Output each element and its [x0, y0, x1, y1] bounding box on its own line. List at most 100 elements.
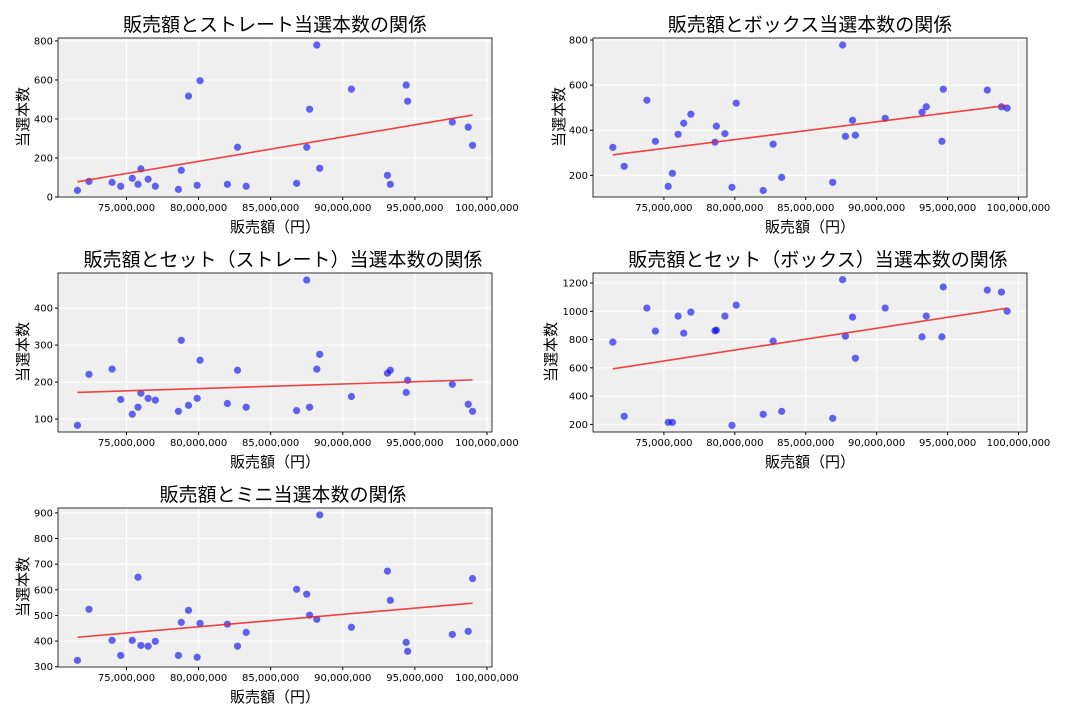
data-point [144, 642, 152, 650]
data-point [668, 418, 677, 426]
data-point [464, 400, 472, 408]
data-point [778, 407, 786, 415]
data-point [117, 182, 125, 190]
data-point [196, 356, 204, 364]
data-point [293, 179, 301, 187]
data-point [839, 276, 847, 284]
data-point [1003, 307, 1011, 315]
data-point [983, 86, 991, 94]
data-point [997, 288, 1006, 296]
x-axis-label: 販売額（円） [230, 453, 320, 471]
data-point [151, 637, 159, 645]
data-point [712, 326, 720, 334]
data-point [674, 130, 682, 138]
trend-line [612, 104, 1008, 156]
data-point [108, 178, 116, 186]
data-point [174, 407, 182, 415]
axes-frame [57, 507, 493, 668]
data-point [769, 140, 777, 148]
data-point [242, 628, 250, 636]
data-point [128, 410, 136, 418]
plot-area [58, 273, 492, 432]
data-point [664, 182, 672, 190]
chart-straight: 75,000,000 80,000,000 85,000,000 90,000,000… [14, 14, 519, 236]
data-point [464, 627, 472, 635]
data-point [128, 636, 136, 644]
data-point [448, 380, 456, 388]
data-point [193, 653, 201, 661]
x-tick-label: 75,000,000 [635, 203, 692, 214]
data-point [242, 182, 250, 190]
data-point [609, 338, 617, 346]
data-point [668, 169, 677, 177]
x-tick-label: 100,000,000 [455, 438, 519, 449]
data-point [620, 412, 628, 420]
data-point [313, 365, 321, 373]
plot-area [593, 273, 1027, 432]
data-point [306, 105, 314, 113]
data-point [85, 370, 93, 378]
data-point [468, 407, 477, 415]
data-point [306, 403, 314, 411]
data-point [151, 396, 159, 404]
axes-frame [592, 272, 1028, 433]
data-point [144, 394, 152, 402]
data-point [609, 143, 617, 151]
x-tick-label: 100,000,000 [987, 438, 1051, 449]
x-tick-label: 95,000,000 [386, 203, 443, 214]
y-tick-label: 800 [34, 534, 53, 545]
data-point [347, 623, 356, 631]
data-point [117, 395, 125, 404]
y-axis-label: 当選本数 [542, 322, 560, 382]
data-point [137, 641, 145, 650]
y-tick-label: 200 [569, 171, 588, 182]
y-axis-label: 当選本数 [14, 87, 32, 147]
y-tick-label: 400 [569, 392, 588, 403]
y-tick-label: 400 [34, 637, 53, 648]
data-point [386, 180, 394, 188]
x-tick-label: 75,000,000 [98, 438, 155, 449]
data-point [829, 178, 837, 186]
chart-title: 販売額とボックス当選本数の関係 [668, 14, 952, 36]
data-point [841, 332, 850, 340]
data-point [712, 122, 720, 130]
x-tick-label: 100,000,000 [987, 203, 1051, 214]
data-point [983, 286, 991, 294]
data-point [839, 41, 847, 49]
y-tick-label: 200 [34, 153, 53, 164]
data-point [404, 97, 412, 105]
chart-mini: 75,000,000 80,000,000 85,000,000 90,000,000… [14, 484, 519, 706]
data-point [680, 119, 688, 127]
data-point [759, 410, 767, 418]
data-point [184, 401, 193, 409]
data-point [151, 182, 159, 190]
data-point [728, 421, 736, 429]
data-point [468, 574, 477, 583]
chart-box: 75,000,000 80,000,000 85,000,000 90,000,000… [550, 14, 1050, 236]
data-point [303, 590, 311, 598]
trend-line [612, 307, 1008, 370]
data-point [918, 108, 926, 116]
data-point [128, 174, 136, 182]
chart-title: 販売額とセット（ストレート）当選本数の関係 [83, 249, 482, 271]
x-tick-label: 75,000,000 [635, 438, 692, 449]
x-tick-label: 95,000,000 [919, 203, 976, 214]
data-point [316, 164, 324, 172]
y-tick-label: 800 [34, 36, 53, 47]
x-axis-label: 販売額（円） [765, 218, 855, 236]
data-point [848, 313, 857, 321]
data-point [193, 394, 201, 402]
data-point [383, 171, 392, 179]
data-point [404, 647, 412, 655]
data-point [134, 180, 142, 188]
data-point [759, 186, 767, 195]
data-point [732, 301, 740, 309]
data-point [939, 85, 947, 93]
y-tick-label: 700 [34, 560, 53, 571]
data-point [184, 92, 193, 100]
chart-title: 販売額とストレート当選本数の関係 [123, 14, 427, 36]
data-point [196, 619, 204, 628]
y-tick-label: 900 [34, 508, 53, 519]
data-point [922, 312, 930, 320]
